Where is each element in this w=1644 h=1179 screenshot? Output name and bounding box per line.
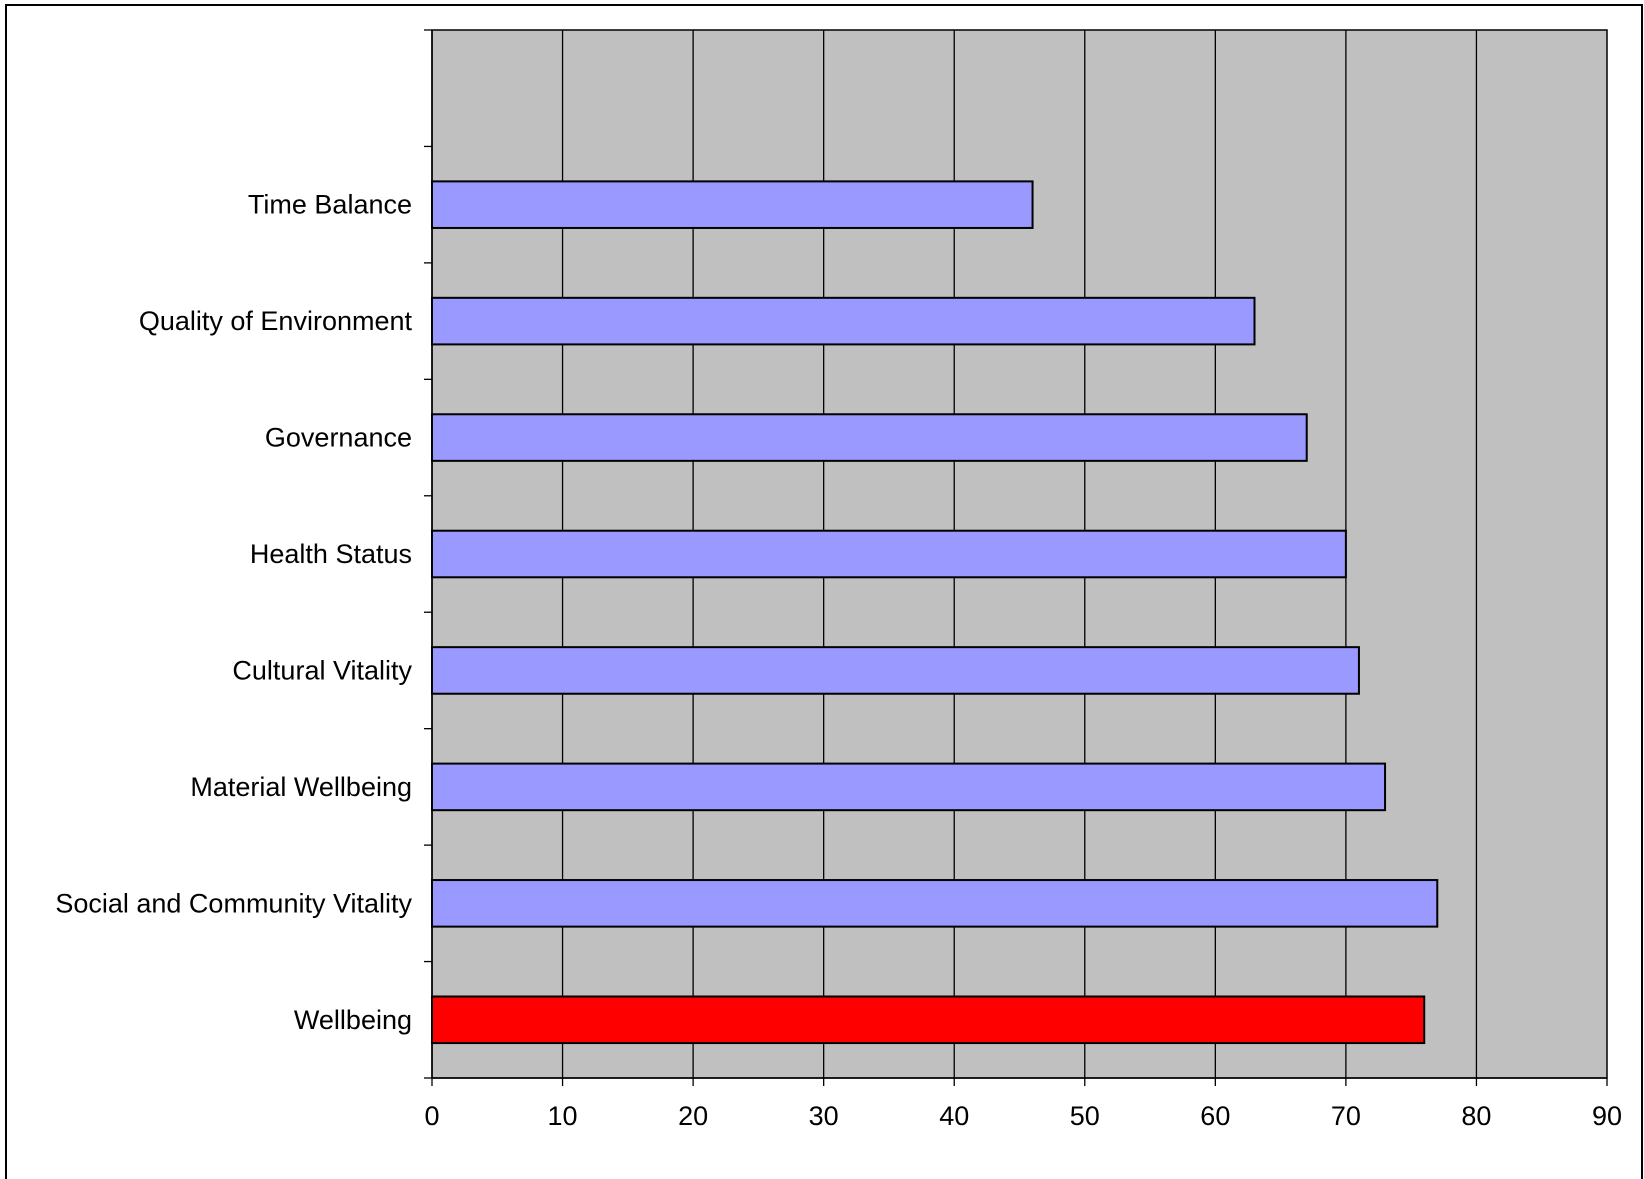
x-tick-label-90: 90 bbox=[1592, 1101, 1622, 1131]
category-label-governance: Governance bbox=[265, 423, 412, 453]
x-tick-label-0: 0 bbox=[424, 1101, 439, 1131]
labels: Time Balance Quality of Environment Govern… bbox=[55, 190, 1622, 1131]
axes bbox=[424, 29, 1608, 1086]
bar-social-and-community-vitality bbox=[431, 879, 1439, 928]
bar-time-balance bbox=[431, 180, 1034, 229]
x-tick-label-60: 60 bbox=[1200, 1101, 1230, 1131]
x-tick-label-40: 40 bbox=[939, 1101, 969, 1131]
bar-governance bbox=[431, 413, 1308, 462]
category-label-social-and-community-vitality: Social and Community Vitality bbox=[55, 888, 412, 918]
bar-wellbeing bbox=[431, 995, 1426, 1045]
bars bbox=[431, 180, 1439, 1045]
bar-material-wellbeing bbox=[431, 762, 1387, 812]
x-tick-label-70: 70 bbox=[1331, 1101, 1361, 1131]
category-label-cultural-vitality: Cultural Vitality bbox=[232, 655, 412, 685]
category-label-wellbeing: Wellbeing bbox=[294, 1005, 412, 1035]
category-label-health-status: Health Status bbox=[250, 539, 412, 569]
x-tick-label-80: 80 bbox=[1461, 1101, 1491, 1131]
bar-quality-of-environment bbox=[431, 296, 1256, 346]
category-label-material-wellbeing: Material Wellbeing bbox=[190, 772, 412, 802]
bar-health-status bbox=[431, 529, 1347, 579]
x-tick-label-50: 50 bbox=[1070, 1101, 1100, 1131]
x-tick-label-20: 20 bbox=[678, 1101, 708, 1131]
category-label-time-balance: Time Balance bbox=[248, 190, 412, 220]
category-label-quality-of-environment: Quality of Environment bbox=[139, 306, 413, 336]
x-tick-label-30: 30 bbox=[809, 1101, 839, 1131]
bar-cultural-vitality bbox=[431, 646, 1360, 695]
x-tick-label-10: 10 bbox=[548, 1101, 578, 1131]
